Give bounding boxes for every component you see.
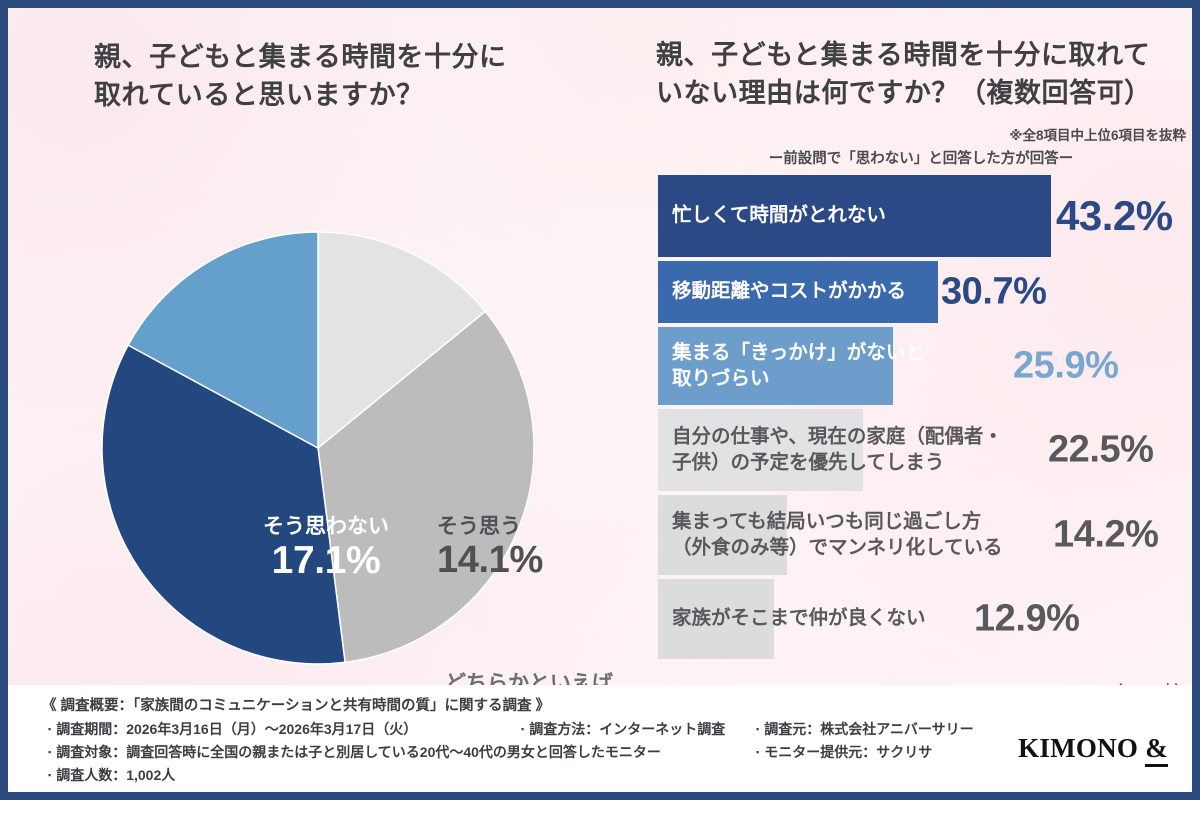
infographic-frame: 親、子どもと集まる時間を十分に 取れていると思いますか？ そう思う 14.1% … — [0, 0, 1200, 800]
bar-row: 忙しくて時間がとれない 43.2% — [658, 175, 1198, 257]
bar-value-label: 12.9% — [974, 597, 1080, 640]
footer-method: 調査方法：インターネット調査 — [521, 719, 725, 739]
footer-provider: モニター提供元：サクリサ — [756, 742, 932, 762]
bar-value-label: 22.5% — [1048, 428, 1154, 471]
pie-slice — [317, 310, 535, 664]
pie-label-sou-omowanai: そう思わない 17.1% — [236, 488, 416, 608]
bar-row: 集まる「きっかけ」がないと 取りづらい 25.9% — [658, 327, 1198, 405]
footer-source: 調査元：株式会社アニバーサリー — [756, 719, 973, 739]
bar-value-label: 30.7% — [941, 270, 1047, 313]
bar-fill — [658, 495, 787, 575]
pie-slice — [317, 231, 487, 450]
bar-row: 移動距離やコストがかかる 30.7% — [658, 261, 1198, 323]
pie-label-sou-omou: そう思う 14.1% — [437, 488, 667, 607]
bar-category-label: 移動距離やコストがかかる — [672, 280, 907, 303]
footer-heading: 《 調査概要：「家族間のコミュニケーションと共有時間の質」に関する調査 》 — [42, 698, 551, 714]
bar-row: 集まっても結局いつも同じ過ごし方 （外食のみ等）でマンネリ化している 14.2% — [658, 495, 1198, 575]
bar-category-label: 集まっても結局いつも同じ過ごし方 （外食のみ等）でマンネリ化している — [672, 510, 1003, 558]
bar-fill — [658, 579, 774, 659]
pie-label-d-text: そう思わない — [263, 514, 389, 538]
pie-slice — [101, 344, 346, 665]
bar-value-label: 14.2% — [1053, 513, 1159, 556]
brand-logo-ampersand: & — [1145, 733, 1168, 767]
footer-count: 調査人数：1,002人 — [48, 765, 175, 785]
left-question-title: 親、子どもと集まる時間を十分に 取れていると思いますか？ — [94, 42, 507, 111]
infographic-canvas: 親、子どもと集まる時間を十分に 取れていると思いますか？ そう思う 14.1% … — [8, 8, 1192, 794]
excerpt-note: ※全8項目中上位6項目を抜粋 — [1009, 128, 1186, 143]
filter-note: ー前設問で「思わない」と回答した方が回答ー — [768, 151, 1074, 167]
brand-logo-main: KIMONO — [1018, 733, 1139, 763]
bar-fill — [658, 409, 863, 491]
bar-category-label: 集まる「きっかけ」がないと 取りづらい — [672, 341, 925, 389]
bar-fill — [658, 175, 1051, 257]
bar-chart: 忙しくて時間がとれない 43.2% 移動距離やコストがかかる 30.7% 集まる「きっか… — [658, 175, 1198, 675]
bar-category-label: 家族がそこまで仲が良くない — [672, 607, 926, 630]
bar-value-label: 25.9% — [1013, 344, 1119, 387]
bar-fill — [658, 327, 893, 405]
brand-logo: KIMONO & — [1018, 733, 1168, 767]
pie-chart-svg — [101, 231, 535, 665]
pie-slice — [127, 231, 319, 450]
pie-chart: そう思う 14.1% どちらかといえば そう思う 33.9% どちらかといえば … — [100, 230, 613, 794]
right-question-title: 親、子どもと集まる時間を十分に取れて いない理由は何ですか？（複数回答可） — [656, 40, 1152, 109]
bar-category-label: 忙しくて時間がとれない — [672, 204, 886, 227]
pie-label-a-text: そう思う — [437, 514, 521, 538]
bar-fill — [658, 261, 938, 323]
footer-target: 調査対象：調査回答時に全国の親または子と別居している20代〜40代の男女と回答し… — [48, 742, 661, 762]
bar-category-label: 自分の仕事や、現在の家庭（配偶者・ 子供）の予定を優先してしまう — [672, 425, 1003, 473]
bar-value-label: 43.2% — [1056, 192, 1173, 239]
footer: 《 調査概要：「家族間のコミュニケーションと共有時間の質」に関する調査 》 調査… — [8, 685, 1192, 792]
pie-label-a-value: 14.1% — [437, 539, 543, 582]
bar-row: 家族がそこまで仲が良くない 12.9% — [658, 579, 1198, 659]
bar-row: 自分の仕事や、現在の家庭（配偶者・ 子供）の予定を優先してしまう 22.5% — [658, 409, 1198, 491]
pie-label-d-value: 17.1% — [271, 539, 381, 583]
footer-period: 調査期間：2026年3月16日（月）〜2026年3月17日（火） — [48, 719, 417, 739]
